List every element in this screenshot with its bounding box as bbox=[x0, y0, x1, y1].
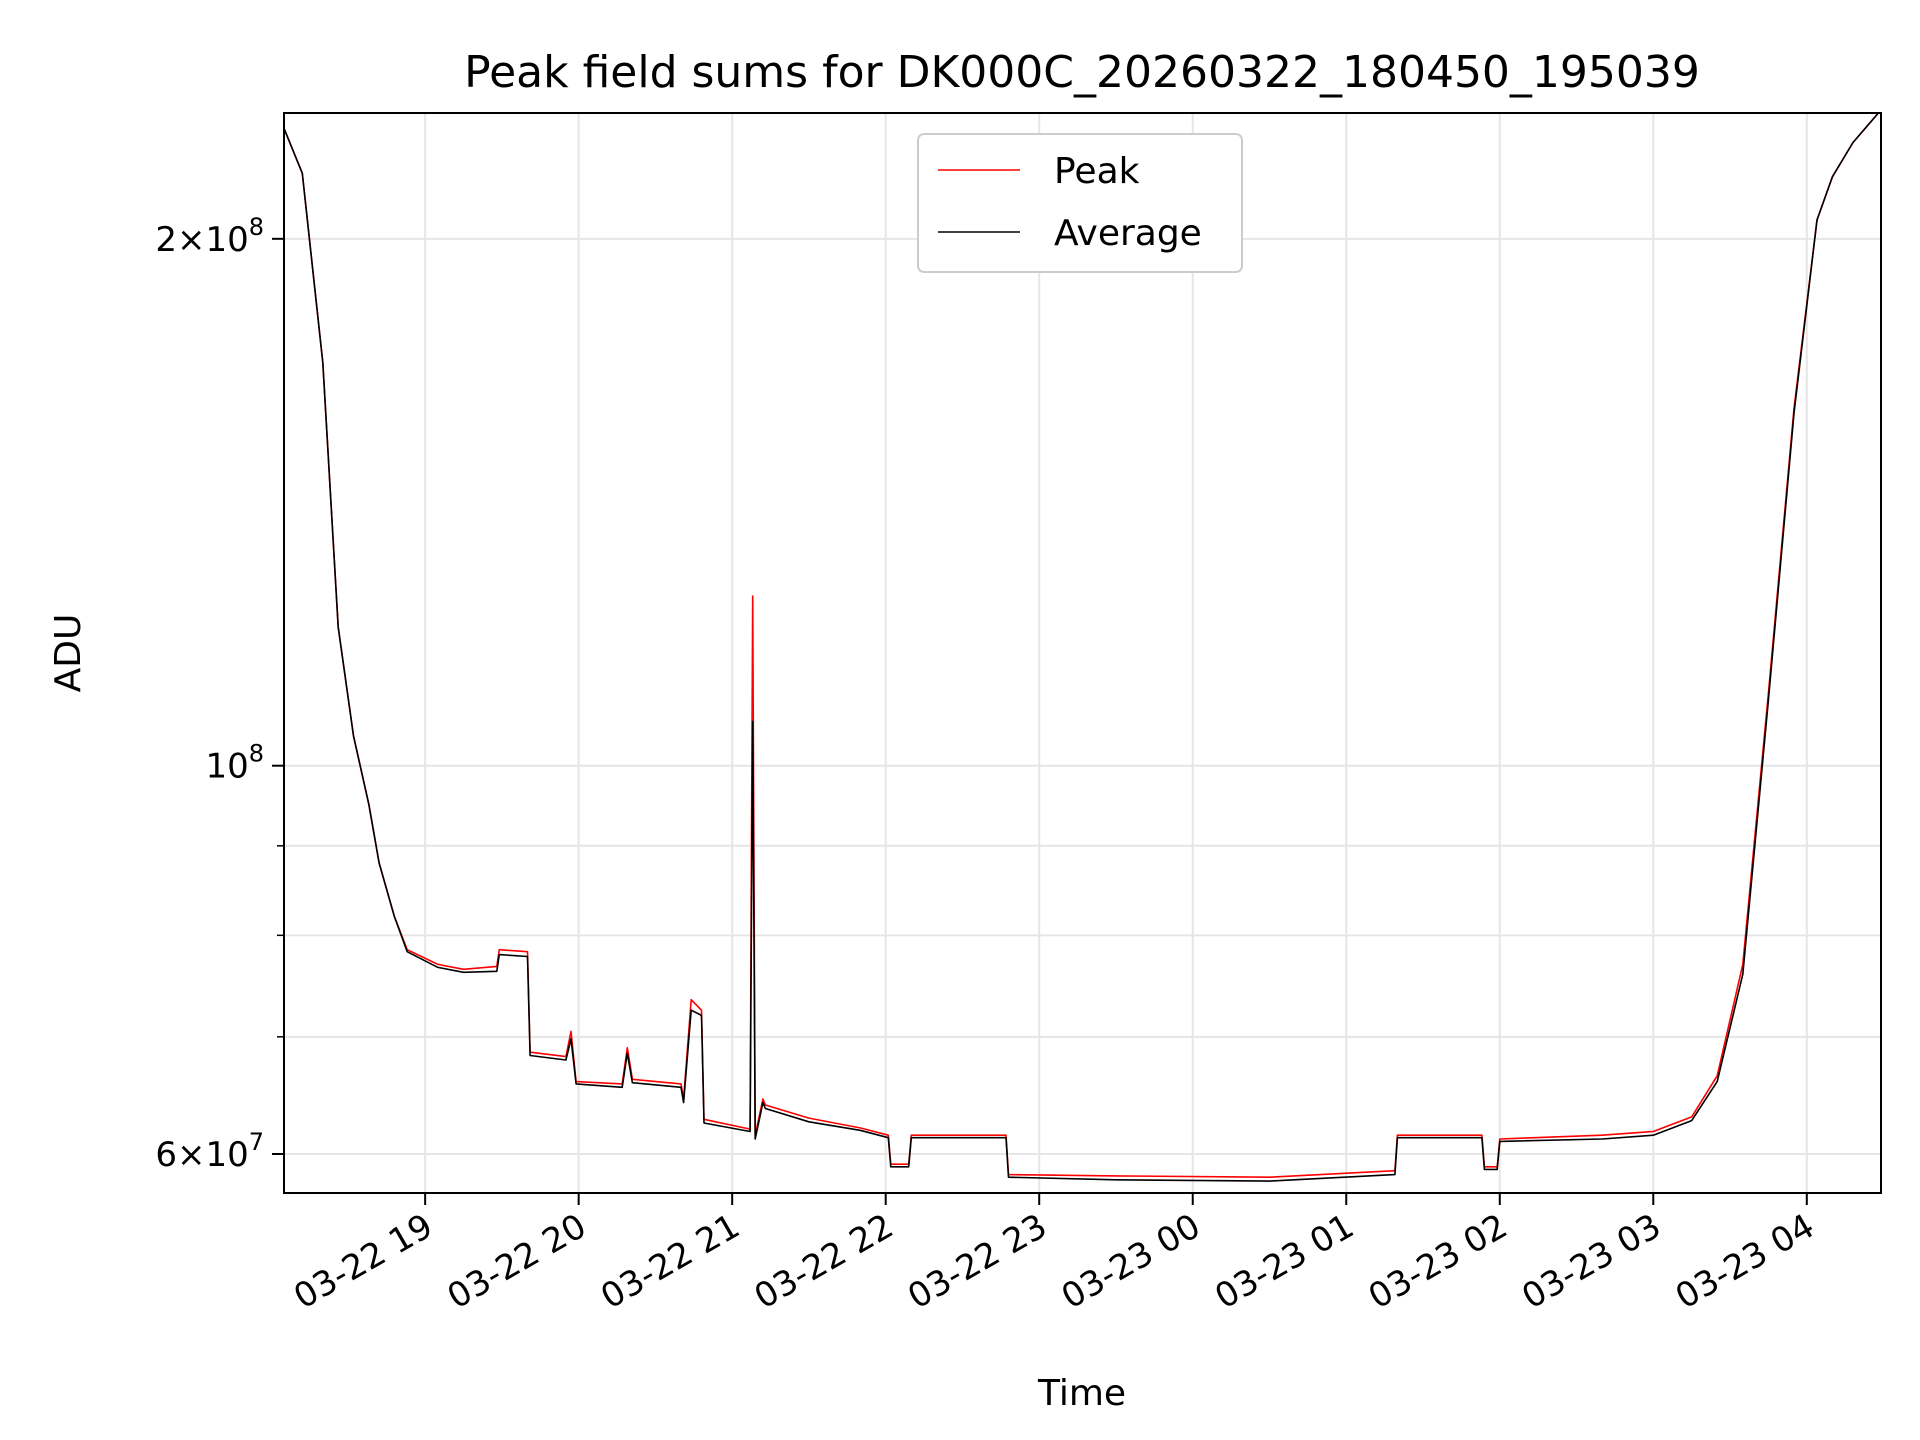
grid-lines bbox=[284, 113, 1881, 1193]
x-axis-label: Time bbox=[1037, 1373, 1126, 1414]
y-tick-label: 6×107 bbox=[155, 1128, 264, 1175]
chart-title: Peak field sums for DK000C_20260322_1804… bbox=[464, 47, 1700, 98]
plot-frame bbox=[283, 112, 1882, 1194]
series-lines bbox=[283, 112, 1880, 1182]
y-tick-base: 10 bbox=[205, 747, 248, 787]
y-tick-base: 2×10 bbox=[155, 220, 248, 260]
legend-box bbox=[917, 133, 1243, 273]
y-tick-base: 6×10 bbox=[155, 1135, 248, 1175]
series-line-average bbox=[283, 112, 1880, 1182]
y-axis-label: ADU bbox=[48, 614, 89, 693]
y-tick-exponent: 8 bbox=[249, 740, 264, 768]
y-tick-exponent: 8 bbox=[249, 213, 264, 241]
y-tick-label: 2×108 bbox=[155, 213, 264, 260]
y-tick-label: 108 bbox=[205, 740, 264, 787]
legend-label-average: Average bbox=[1054, 213, 1202, 254]
legend: Peak Average bbox=[917, 133, 1243, 273]
legend-label-peak: Peak bbox=[1054, 151, 1140, 192]
y-tick-exponent: 7 bbox=[249, 1128, 264, 1156]
